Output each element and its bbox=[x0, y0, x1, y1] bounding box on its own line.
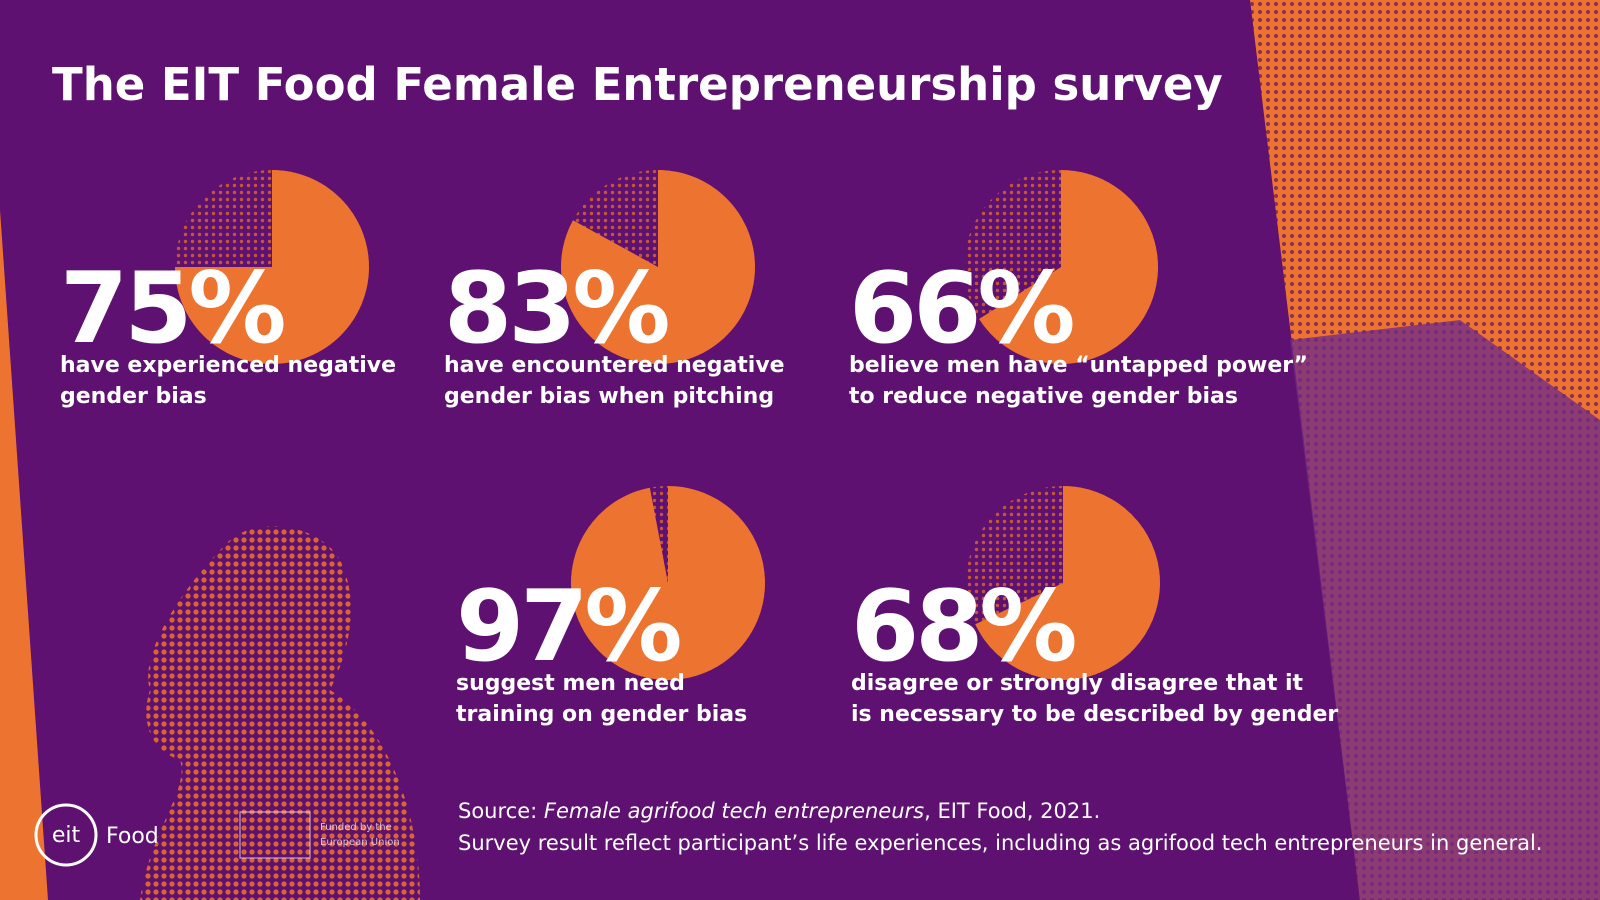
value-label: 68% bbox=[851, 570, 1075, 684]
left-stripe bbox=[0, 210, 48, 900]
caption: have experienced negative bbox=[60, 353, 396, 378]
caption: have encountered negative bbox=[444, 353, 785, 378]
caption: to reduce negative gender bias bbox=[849, 384, 1238, 409]
eit-logo: eit bbox=[52, 823, 81, 848]
value-label: 83% bbox=[444, 252, 668, 366]
caption: believe men have “untapped power” bbox=[849, 353, 1308, 378]
caption: gender bias when pitching bbox=[444, 384, 774, 409]
source-title: Female agrifood tech entrepreneurs bbox=[544, 799, 924, 823]
caption: training on gender bias bbox=[456, 702, 747, 727]
eit-logo-ring bbox=[34, 803, 98, 867]
eu-text: European Union bbox=[320, 837, 400, 848]
pie-slice bbox=[979, 170, 1158, 365]
source-suffix: , EIT Food, 2021. bbox=[924, 799, 1100, 823]
caption: disagree or strongly disagree that it bbox=[851, 671, 1304, 696]
title: The EIT Food Female Entrepreneurship sur… bbox=[52, 58, 1223, 111]
person-silhouette bbox=[140, 526, 420, 900]
pie-slice bbox=[975, 486, 1160, 680]
food-logo: Food bbox=[106, 824, 159, 849]
pie-slice bbox=[175, 170, 369, 364]
eu-text: Funded by the bbox=[320, 822, 392, 833]
value-label: 97% bbox=[456, 570, 680, 684]
caption: suggest men need bbox=[456, 671, 685, 696]
pie-slice bbox=[560, 170, 755, 365]
value-label: 75% bbox=[60, 252, 284, 366]
eu-flag bbox=[239, 811, 311, 859]
note: Survey result reflect participant’s life… bbox=[458, 831, 1542, 855]
source-prefix: Source: bbox=[458, 799, 544, 823]
building-shape bbox=[1290, 320, 1600, 900]
pie-slice bbox=[570, 486, 765, 680]
value-label: 66% bbox=[849, 252, 1073, 366]
caption: gender bias bbox=[60, 384, 207, 409]
caption: is necessary to be described by gender bbox=[851, 702, 1338, 727]
source: Source: Female agrifood tech entrepreneu… bbox=[458, 799, 1100, 823]
